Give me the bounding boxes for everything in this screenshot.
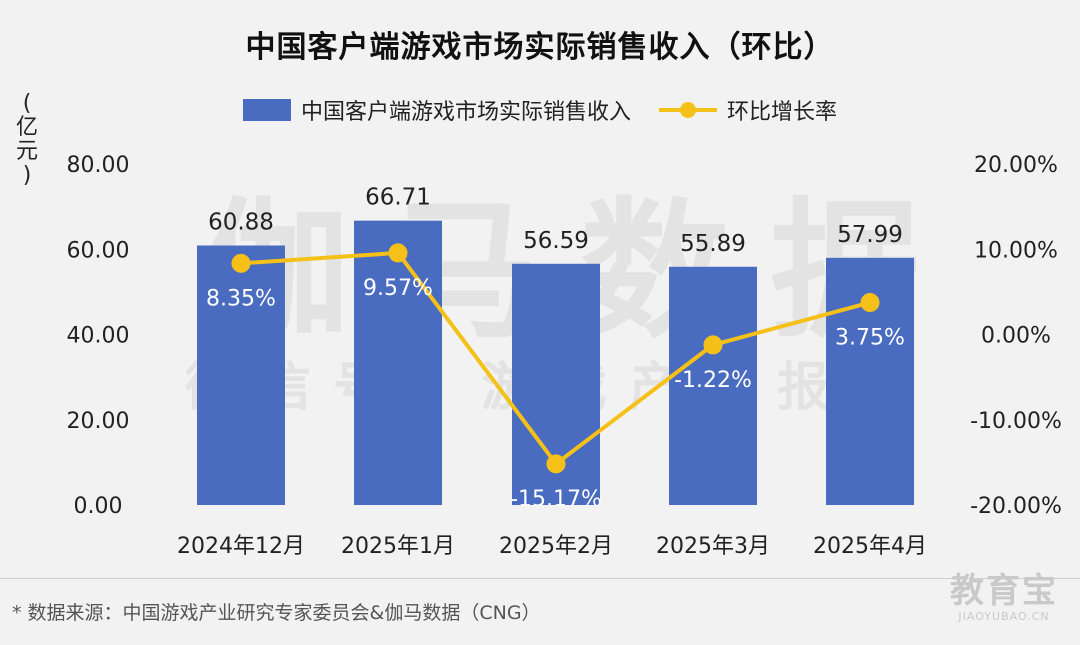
left-axis-ticks: 0.00 20.00 40.00 60.00 80.00: [67, 153, 130, 519]
legend-line-swatch: [659, 99, 717, 121]
legend-bar-label: 中国客户端游戏市场实际销售收入: [300, 100, 631, 125]
growth-value-label: -15.17%: [510, 487, 602, 512]
footer-divider: [0, 578, 1080, 579]
y-unit-open-paren: (: [22, 91, 32, 116]
growth-value-label: 8.35%: [206, 286, 276, 311]
legend-bar-swatch: [242, 99, 291, 121]
legend-line-label: 环比增长率: [727, 100, 838, 125]
y-axis-unit: ( 亿元 ): [12, 92, 42, 188]
growth-point: [546, 454, 566, 474]
left-axis-tick: 20.00: [67, 409, 130, 434]
right-axis-tick: 0.00%: [981, 324, 1051, 349]
growth-point: [231, 253, 251, 273]
chart-legend: 中国客户端游戏市场实际销售收入 环比增长率: [0, 94, 1080, 126]
bar-value-label: 57.99: [837, 222, 903, 248]
x-axis-label: 2025年4月: [813, 534, 927, 559]
x-axis-label: 2024年12月: [177, 534, 305, 559]
left-axis-tick: 40.00: [67, 324, 130, 349]
growth-value-label: 3.75%: [835, 326, 905, 351]
growth-point: [860, 293, 880, 313]
growth-point: [388, 243, 408, 263]
legend-item-growth: 环比增长率: [659, 94, 837, 126]
bar-value-label: 55.89: [680, 231, 746, 257]
x-axis-label: 2025年2月: [499, 534, 613, 559]
right-axis-tick: -20.00%: [970, 494, 1062, 519]
bar: [354, 220, 442, 505]
chart-svg: 0.00 20.00 40.00 60.00 80.00 -20.00% -10.00% 0…: [67, 153, 1062, 559]
source-note: * 数据来源：中国游戏产业研究专家委员会&伽马数据（CNG）: [12, 602, 541, 624]
brand-logo: 教育宝 JIAOYUBAO.CN: [950, 572, 1058, 623]
right-axis-tick: 20.00%: [974, 153, 1058, 178]
legend-item-revenue: 中国客户端游戏市场实际销售收入: [242, 94, 631, 126]
left-axis-tick: 0.00: [74, 494, 123, 519]
chart-title: 中国客户端游戏市场实际销售收入（环比）: [245, 30, 835, 65]
logo-main-text: 教育宝: [950, 571, 1058, 611]
bar: [669, 266, 757, 505]
right-axis-tick: -10.00%: [970, 409, 1062, 434]
line-series: [231, 243, 880, 474]
bar-value-labels: 60.88 66.71 56.59 55.89 57.99: [208, 185, 903, 257]
left-axis-tick: 80.00: [67, 153, 130, 178]
x-axis-label: 2025年1月: [341, 534, 455, 559]
y-unit-text: 亿元: [15, 115, 38, 164]
bar-value-label: 56.59: [523, 228, 589, 254]
growth-value-label: 9.57%: [363, 276, 433, 301]
x-axis-labels: 2024年12月 2025年1月 2025年2月 2025年3月 2025年4月: [177, 534, 927, 559]
logo-sub-text: JIAOYUBAO.CN: [958, 610, 1050, 623]
y-unit-close-paren: ): [22, 163, 32, 188]
growth-point: [703, 335, 723, 355]
right-axis-ticks: -20.00% -10.00% 0.00% 10.00% 20.00%: [970, 153, 1062, 519]
bar-value-label: 60.88: [208, 209, 274, 235]
growth-value-label: -1.22%: [674, 368, 752, 393]
right-axis-tick: 10.00%: [974, 238, 1058, 263]
bar: [197, 245, 285, 505]
bar-value-label: 66.71: [365, 185, 431, 211]
left-axis-tick: 60.00: [67, 238, 130, 263]
x-axis-label: 2025年3月: [656, 534, 770, 559]
line-value-labels: 8.35% 9.57% -15.17% -1.22% 3.75%: [206, 276, 905, 512]
